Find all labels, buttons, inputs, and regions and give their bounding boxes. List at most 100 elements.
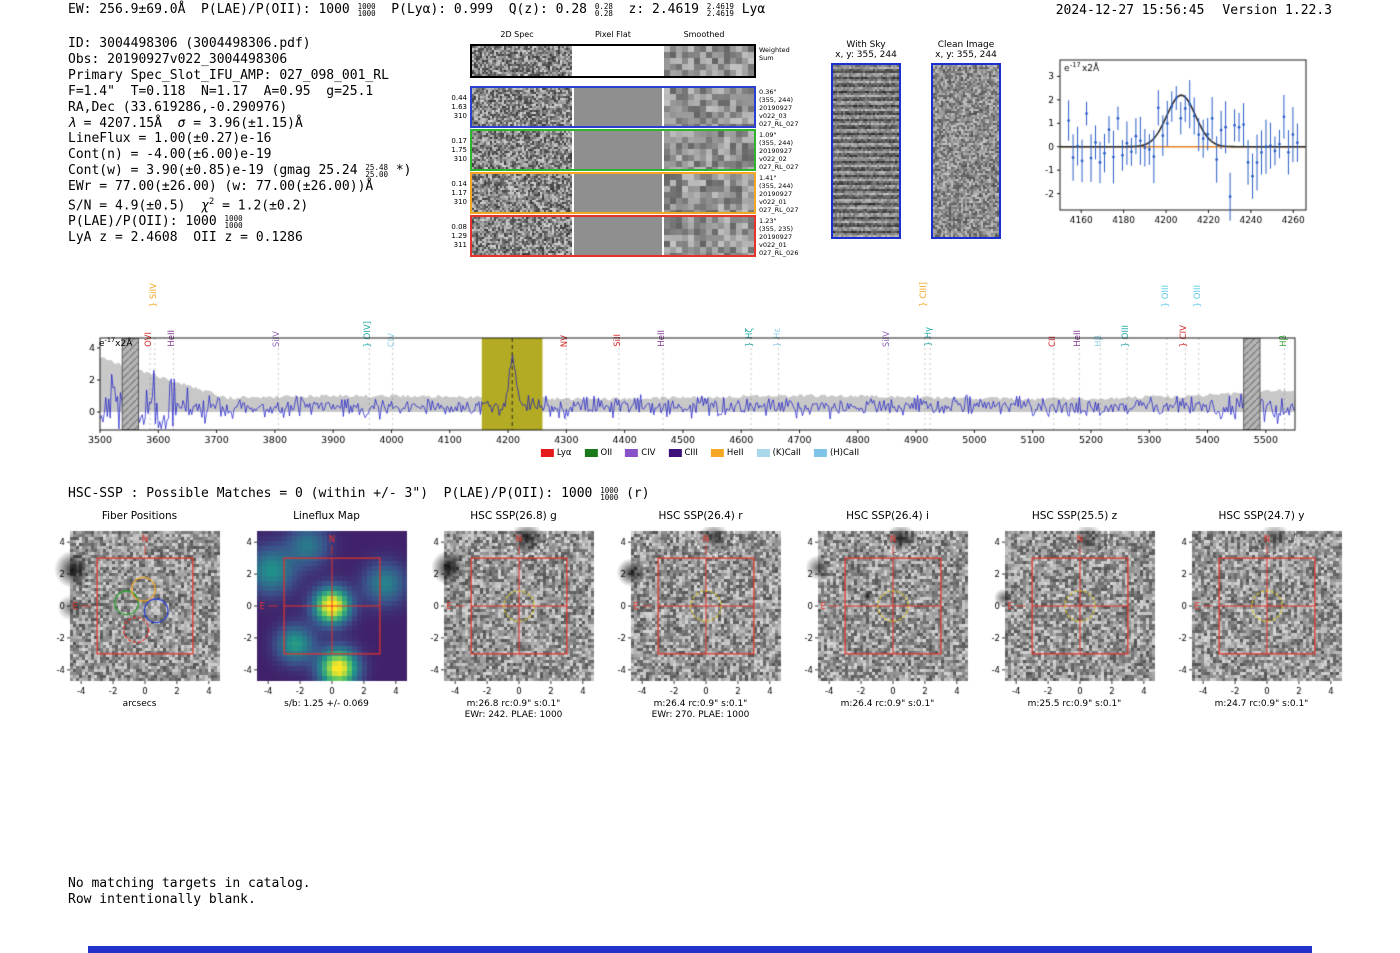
cutout-row: 0.44 1.63 310 0.36" (355, 244) 20190927 v022_0…: [441, 86, 835, 128]
panel-canvas: [794, 527, 981, 699]
text-segment: Lyα: [733, 2, 766, 17]
spec2d-image: [472, 131, 572, 169]
text-segment: P(Lyα): 0.999 Q(z): 0.28: [375, 2, 595, 17]
text-segment: P(LAE)/P(OII): 1000: [68, 214, 225, 230]
cutout-row-labels: Weighted Sum: [759, 46, 790, 62]
italic-symbol: λ: [68, 115, 76, 131]
cutout-row: 0.14 1.17 310 1.41" (355, 244) 20190927 v022_0…: [441, 172, 835, 214]
smoothed-image: [664, 46, 754, 76]
panel-title: HSC SSP(26.4) i: [846, 510, 929, 522]
sky-panel-title: With Sky: [846, 40, 886, 50]
cutout-panel-hsc: HSC SSP(26.8) g m:26.8 rc:0.9" s:0.1" EWr:…: [420, 510, 607, 721]
spec2d-image: [472, 217, 572, 255]
legend-swatch: [625, 449, 639, 457]
legend-label: (H)CaII: [829, 448, 860, 458]
bottom-blue-bar: [88, 946, 1312, 953]
cutout-row: 0.17 1.75 310 1.09" (355, 244) 20190927 v022_0…: [441, 129, 835, 171]
text-segment: LineFlux = 1.00(±0.27)e-16: [68, 131, 272, 147]
stacked-fraction: 1000 1000: [224, 213, 243, 231]
info-line: LineFlux = 1.00(±0.27)e-16: [68, 131, 411, 147]
legend-label: Lyα: [556, 448, 572, 458]
pixel-flat-image: [574, 46, 662, 76]
text-segment: EWr = 77.00(±26.00) (w: 77.00(±26.00))Å: [68, 179, 374, 195]
panel-xlabel: m:26.4 rc:0.9" s:0.1": [653, 699, 748, 709]
cutout-strips: [470, 129, 756, 171]
legend-label: HeII: [726, 448, 744, 458]
cutout-row-scale-values: 0.17 1.75 310: [451, 136, 467, 163]
legend-label: (K)CaII: [772, 448, 801, 458]
text-segment: z: 2.4619: [612, 2, 707, 17]
cutout-strips: [470, 44, 756, 78]
cutout-row-labels: 1.09" (355, 244) 20190927 v022_02 027_RL_027: [759, 131, 799, 171]
info-line: Cont(n) = -4.00(±6.00)e-19: [68, 147, 411, 163]
cutout-column-header: 2D Spec: [500, 30, 534, 39]
info-line: F=1.4" T=0.118 N=1.17 A=0.95 g=25.1: [68, 84, 411, 100]
panel-canvas: [233, 527, 420, 699]
text-segment: e: [99, 339, 105, 349]
sky-panel-coords: x, y: 355, 244: [835, 50, 897, 60]
cutout-panel-heatmap: Lineflux Map s/b: 1.25 +/- 0.069: [233, 510, 420, 721]
cutout-row-scale-values: [441, 44, 470, 78]
text-segment: = 3.96(±1.15)Å: [185, 115, 303, 131]
text-segment: RA,Dec (33.619286,-0.290976): [68, 99, 288, 115]
stacked-fraction: 25.48 25.00: [365, 162, 388, 180]
text-segment: = 4207.15Å: [75, 115, 178, 131]
cutout-panel-hsc: HSC SSP(26.4) i m:26.4 rc:0.9" s:0.1": [794, 510, 981, 721]
panel-xlabel2: EWr: 242. PLAE: 1000: [464, 710, 563, 720]
sky-panel-coords: x, y: 355, 244: [935, 50, 997, 60]
sky-panel-title: Clean Image: [937, 40, 995, 50]
smoothed-image: [664, 174, 754, 212]
pixel-flat-image: [574, 217, 662, 255]
sky-panel: With Sky x, y: 355, 244: [824, 40, 908, 243]
cutout-row-labels: 1.41" (355, 244) 20190927 v022_01 027_RL_027: [759, 174, 799, 214]
panel-canvas: [420, 527, 607, 699]
text-segment: Primary Spec_Slot_IFU_AMP: 027_098_001_R…: [68, 67, 389, 83]
legend-item: OII: [584, 448, 612, 458]
spectrum-units-annotation: e-17x2Å: [99, 336, 132, 349]
footer-line: Row intentionally blank.: [68, 892, 256, 907]
panel-title: HSC SSP(24.7) y: [1218, 510, 1305, 522]
cutout-strips: [470, 172, 756, 214]
text-segment: x2Å: [115, 339, 133, 349]
pixel-flat-image: [574, 174, 662, 212]
info-line: Cont(w) = 3.90(±0.85)e-19 (gmag 25.24 25…: [68, 163, 411, 179]
legend-label: CIV: [641, 448, 656, 458]
panel-title: Lineflux Map: [293, 510, 360, 522]
panel-canvas: [46, 527, 233, 699]
panel-canvas: [607, 527, 794, 699]
smoothed-image: [664, 217, 754, 255]
cutout-column-header: Smoothed: [683, 30, 725, 39]
timestamp: 2024-12-27 15:56:45: [1055, 3, 1205, 18]
legend-item: (K)CaII: [756, 448, 801, 458]
legend-swatch: [540, 449, 554, 457]
panel-xlabel: s/b: 1.25 +/- 0.069: [284, 699, 369, 709]
cutout-row-labels: 1.23" (355, 235) 20190927 v022_01 027_RL_026: [759, 217, 799, 257]
panel-xlabel: m:26.4 rc:0.9" s:0.1": [840, 699, 935, 709]
full-spectrum-canvas: [80, 330, 1315, 452]
panel-title: Fiber Positions: [101, 510, 178, 522]
legend-label: OII: [600, 448, 613, 458]
stacked-fraction: 1000 1000: [600, 485, 619, 502]
info-line: S/N = 4.9(±0.5) χ2 = 1.2(±0.2): [68, 195, 411, 214]
info-line: Obs: 20190927v022_3004498306: [68, 52, 411, 68]
sky-panel-image: [931, 63, 1001, 239]
pixel-flat-image: [574, 131, 662, 169]
cutout-panel-hsc: HSC SSP(26.4) r m:26.4 rc:0.9" s:0.1" EWr:…: [607, 510, 794, 721]
panel-xlabel: m:25.5 rc:0.9" s:0.1": [1027, 699, 1122, 709]
cutout-row-scale-values: 0.44 1.63 310: [451, 93, 467, 120]
info-line: P(LAE)/P(OII): 1000 1000 1000: [68, 214, 411, 230]
emission-line-label: } SiIV: [148, 282, 159, 307]
cutout-row-scale-values: 0.08 1.29 311: [451, 222, 467, 249]
legend-swatch: [584, 449, 598, 457]
spec2d-image: [472, 88, 572, 126]
panel-xlabel2: EWr: 270. PLAE: 1000: [651, 710, 750, 720]
text-segment: HSC-SSP : Possible Matches = 0 (within +…: [68, 486, 601, 501]
cutout-row: Weighted Sum: [441, 44, 835, 78]
stacked-fraction: 1000 1000: [357, 1, 376, 18]
emission-line-label: } OIII: [1160, 284, 1171, 307]
legend-swatch: [668, 449, 682, 457]
superscript: 2: [208, 197, 215, 208]
info-line: ID: 3004498306 (3004498306.pdf): [68, 36, 411, 52]
cutout-2d-rows: Weighted Sum 0.44 1.63 310 0.36" (355, 244) 201…: [441, 44, 835, 258]
